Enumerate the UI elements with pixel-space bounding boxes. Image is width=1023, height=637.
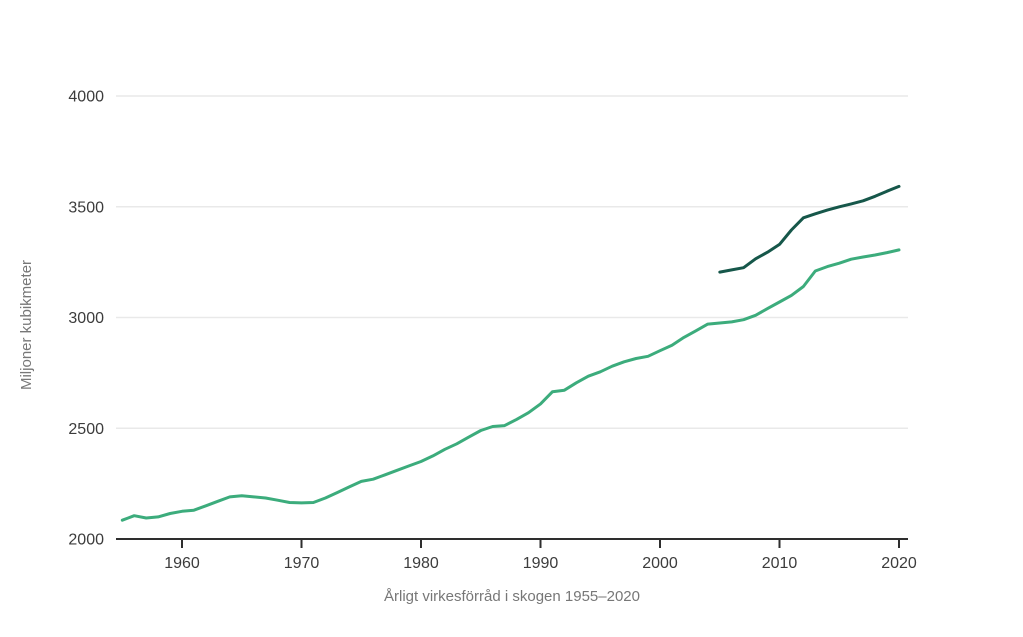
axis-layer: 2000 2500 3000 3500 4000 1960 1970 1980 1990 2000… bbox=[68, 89, 916, 573]
x-tick-label: 1980 bbox=[403, 555, 439, 572]
y-tick-label: 3500 bbox=[68, 199, 104, 216]
x-tick-label: 2020 bbox=[881, 555, 917, 572]
x-tick-label: 1960 bbox=[164, 555, 200, 572]
x-tick-label: 1970 bbox=[284, 555, 320, 572]
dark-green-line-2005-2020 bbox=[718, 184, 901, 274]
light-green-line-1955-2020 bbox=[120, 248, 901, 522]
y-tick-label: 2000 bbox=[68, 532, 104, 549]
y-tick-label: 4000 bbox=[68, 89, 104, 106]
y-tick-label: 3000 bbox=[68, 310, 104, 327]
x-axis-title: Årligt virkesförråd i skogen 1955–2020 bbox=[384, 588, 640, 605]
x-tick-label: 2010 bbox=[762, 555, 798, 572]
grid-layer bbox=[116, 95, 908, 429]
y-axis-title: Miljoner kubikmeter bbox=[18, 260, 35, 390]
x-tick-label: 1990 bbox=[523, 555, 559, 572]
x-tick-label: 2000 bbox=[642, 555, 678, 572]
y-tick-label: 2500 bbox=[68, 421, 104, 438]
series-layer bbox=[120, 184, 901, 522]
